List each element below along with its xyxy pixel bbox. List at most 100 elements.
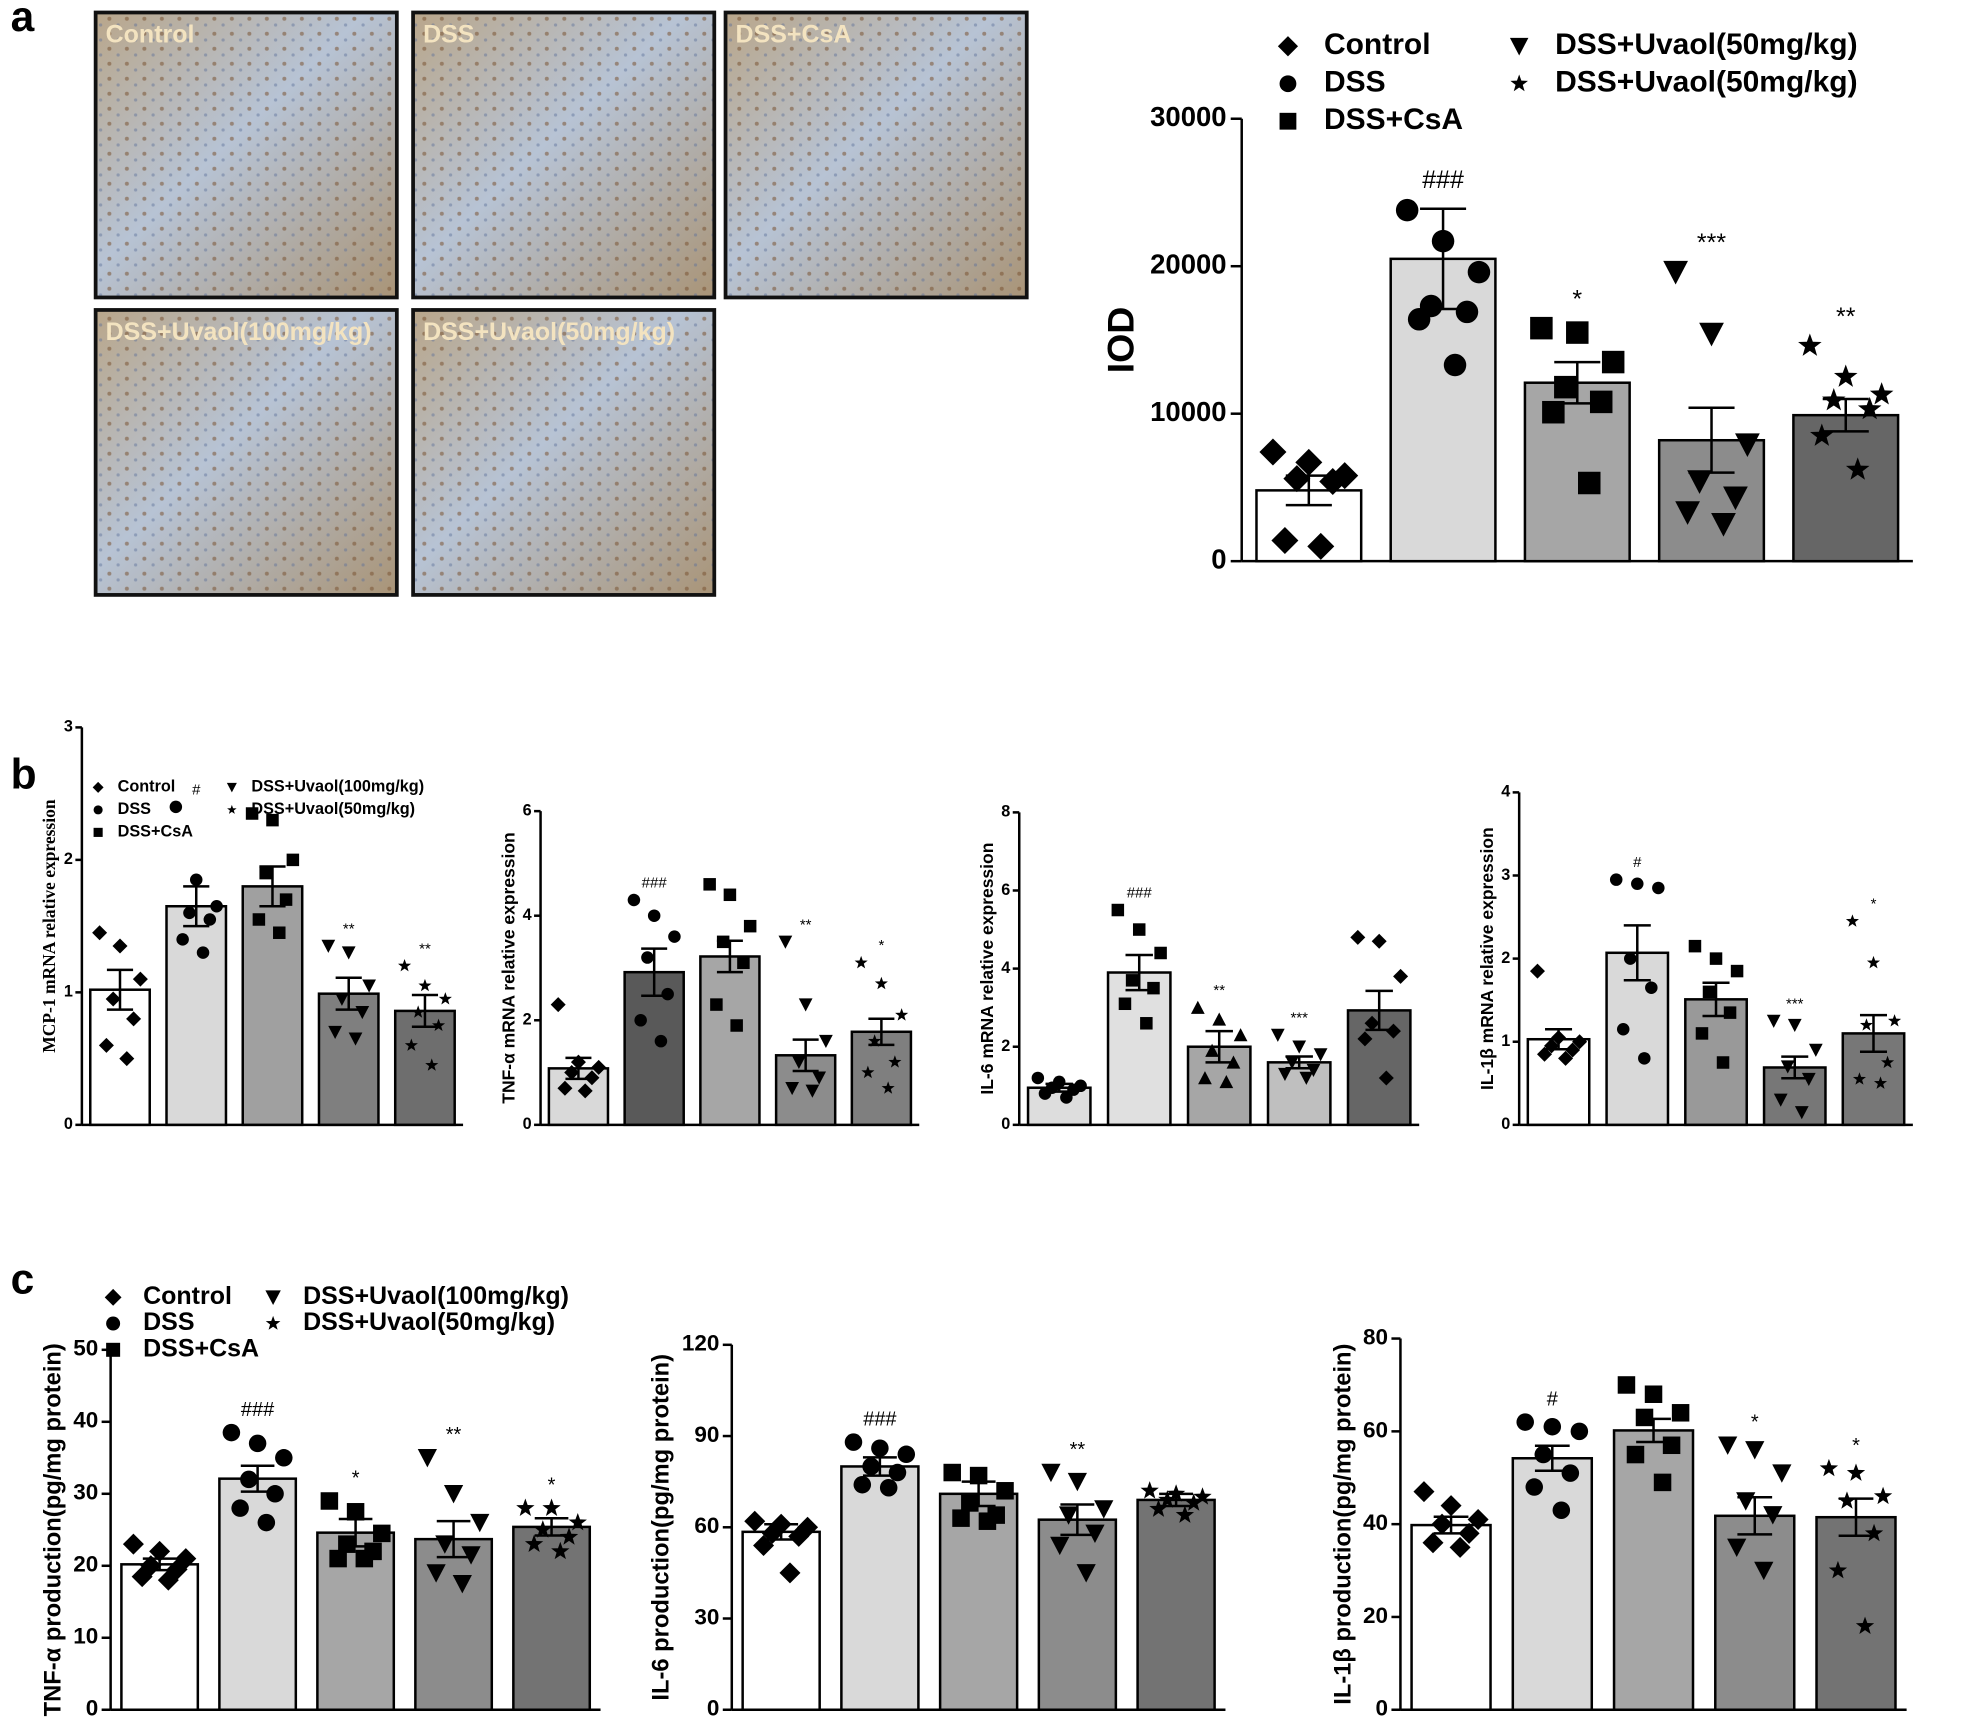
data-point — [355, 1005, 370, 1020]
data-point — [1118, 997, 1132, 1011]
bar — [317, 992, 380, 1127]
data-point — [1572, 1034, 1588, 1050]
data-point — [1736, 1492, 1756, 1511]
data-point — [1233, 1028, 1248, 1042]
annotation: ### — [241, 1399, 275, 1421]
data-point — [1552, 1501, 1571, 1519]
bar — [1714, 1514, 1796, 1712]
data-point — [723, 888, 737, 902]
data-point — [470, 1513, 490, 1533]
data-point — [542, 1498, 561, 1516]
data-point — [1467, 260, 1491, 284]
bar — [1511, 1457, 1594, 1712]
data-point — [1766, 1014, 1781, 1028]
data-point — [461, 1546, 481, 1565]
data-point — [1635, 1408, 1654, 1427]
annotation: # — [1547, 1388, 1559, 1410]
bar — [241, 885, 304, 1127]
data-point — [1525, 1478, 1543, 1496]
data-point — [1601, 350, 1625, 374]
data-point — [551, 1541, 570, 1560]
data-point — [1554, 375, 1577, 399]
bar — [1266, 1061, 1332, 1127]
annotation: ### — [1127, 884, 1153, 901]
data-point — [1671, 1404, 1690, 1422]
data-point — [348, 1032, 363, 1046]
bar — [89, 988, 151, 1127]
annotation: * — [1751, 1412, 1759, 1434]
chart: 0 1 2 3 MCP-1 mRNA relative expression # ** ** C… — [39, 718, 464, 1133]
data-point — [92, 925, 108, 941]
data-point — [1050, 1536, 1070, 1556]
legend-marker — [1279, 75, 1297, 93]
data-point — [1226, 1055, 1241, 1069]
data-point — [259, 866, 272, 880]
data-point — [98, 1037, 114, 1053]
data-point — [426, 1564, 446, 1583]
data-point — [1645, 981, 1658, 994]
data-point — [1371, 933, 1387, 949]
data-point — [844, 1433, 863, 1451]
data-point — [1558, 1050, 1574, 1066]
data-point — [1149, 1499, 1168, 1517]
micrograph-frame — [411, 308, 717, 597]
error-bar — [1205, 1029, 1233, 1064]
data-point — [275, 1449, 293, 1467]
data-point — [149, 1540, 171, 1562]
data-point — [1709, 952, 1723, 965]
data-point — [1041, 1463, 1061, 1483]
data-point — [398, 958, 412, 972]
y-tick-label: 3 — [64, 718, 73, 736]
annotation: * — [878, 937, 884, 954]
data-point — [210, 899, 223, 913]
data-point — [1076, 1564, 1096, 1583]
data-point — [286, 853, 300, 867]
data-point — [452, 1575, 472, 1594]
data-point — [1845, 457, 1870, 480]
data-point — [1166, 1484, 1186, 1502]
micrograph-texture — [413, 309, 715, 595]
data-point — [320, 1492, 339, 1510]
data-point — [1589, 390, 1613, 414]
annotation: ** — [419, 940, 431, 957]
y-tick-label: 0 — [523, 1115, 532, 1133]
y-axis-label: MCP-1 mRNA relative expression — [39, 799, 59, 1053]
y-tick-label: 60 — [1363, 1417, 1388, 1442]
data-point — [743, 919, 757, 933]
y-tick-label: 4 — [523, 906, 532, 924]
y-tick-label: 20000 — [1150, 248, 1226, 279]
data-point — [654, 1034, 668, 1048]
data-point — [122, 1533, 144, 1555]
data-point — [252, 913, 266, 926]
data-point — [1190, 1000, 1205, 1014]
data-point — [1808, 1043, 1823, 1057]
data-point — [1193, 1487, 1212, 1505]
data-point — [1455, 300, 1479, 324]
data-point — [978, 1512, 997, 1530]
data-point — [1111, 903, 1125, 917]
y-tick-label: 1 — [64, 983, 73, 1001]
data-point — [1888, 1014, 1902, 1027]
annotation: ** — [1070, 1439, 1086, 1461]
error-bar — [1781, 1055, 1809, 1080]
micrograph-label: DSS+CsA — [736, 21, 852, 49]
data-point — [1283, 465, 1311, 493]
legend-marker — [1277, 36, 1299, 57]
data-point — [418, 978, 432, 992]
data-point — [1727, 1538, 1747, 1557]
data-point — [443, 1485, 464, 1504]
micrograph-label: DSS — [423, 21, 474, 49]
bar — [623, 970, 685, 1127]
bar — [165, 904, 228, 1127]
micrograph-texture — [725, 12, 1027, 298]
error-bar — [411, 993, 439, 1029]
y-tick-label: 2 — [1001, 1037, 1010, 1055]
data-point — [1184, 1493, 1203, 1511]
data-point — [1846, 1463, 1866, 1481]
data-point — [1699, 322, 1724, 347]
data-point — [273, 926, 286, 939]
data-point — [761, 1522, 783, 1544]
legend-marker — [106, 1316, 121, 1331]
